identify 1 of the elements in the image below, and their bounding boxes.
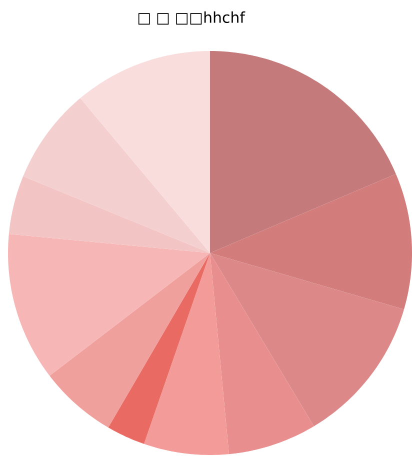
chart-title: □ □ □□hhchf	[138, 11, 246, 25]
